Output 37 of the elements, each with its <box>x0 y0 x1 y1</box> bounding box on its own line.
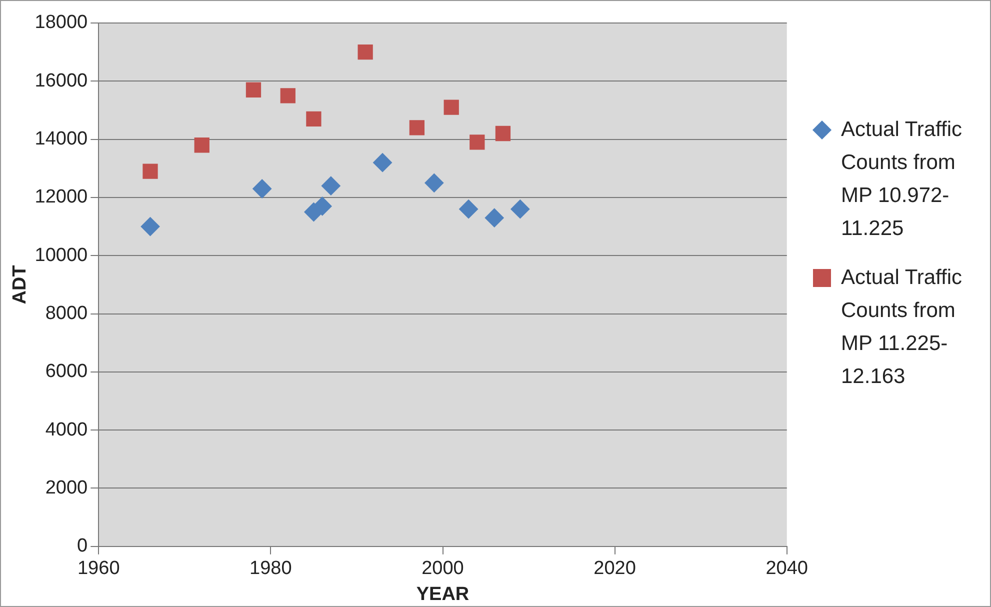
legend-label: Actual Traffic Counts from MP 10.972-11.225 <box>841 117 963 242</box>
point <box>252 179 272 198</box>
point <box>495 126 511 142</box>
x-axis-title: YEAR <box>416 584 470 605</box>
y-tick-label: 6000 <box>45 361 88 382</box>
point <box>246 82 262 98</box>
point <box>280 88 296 104</box>
point <box>358 44 373 60</box>
y-tick-label: 2000 <box>45 477 88 498</box>
point <box>484 208 504 228</box>
x-tick-label: 2000 <box>422 558 464 580</box>
point <box>306 111 322 127</box>
x-tick-label: 2040 <box>766 558 808 580</box>
y-tick-label: 10000 <box>34 244 88 266</box>
point <box>510 200 530 219</box>
x-tick-label: 2020 <box>594 558 636 580</box>
point <box>142 164 158 179</box>
point <box>194 138 210 153</box>
point <box>321 176 340 196</box>
point <box>373 153 392 172</box>
point <box>444 100 459 115</box>
y-tick-label: 14000 <box>34 128 88 150</box>
point <box>140 217 160 236</box>
y-tick-label: 16000 <box>34 70 88 92</box>
point <box>470 134 485 150</box>
point <box>424 173 444 192</box>
y-tick-label: 12000 <box>34 186 88 208</box>
legend-label: Actual Traffic Counts from MP 11.225-12.163 <box>841 265 963 390</box>
y-tick-label: 0 <box>77 536 88 557</box>
point <box>459 200 478 219</box>
point <box>409 120 425 136</box>
x-tick-label: 1960 <box>77 558 120 580</box>
y-axis-title: ADT <box>10 264 31 304</box>
x-tick-label: 1980 <box>250 558 292 580</box>
y-tick-label: 8000 <box>45 303 88 324</box>
y-tick-label: 4000 <box>45 419 88 440</box>
y-tick-label: 18000 <box>34 12 88 34</box>
